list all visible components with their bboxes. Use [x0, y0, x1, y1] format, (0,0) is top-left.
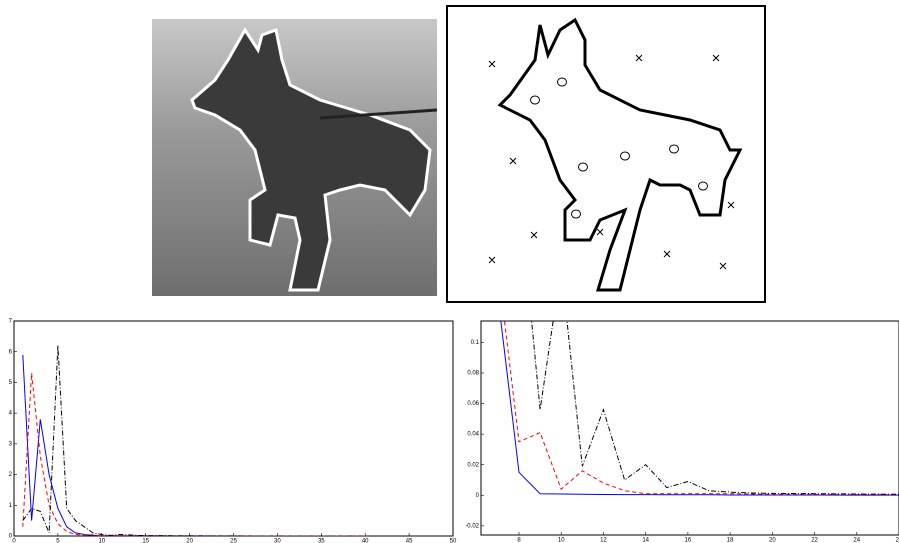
x-tick-label: 20	[186, 539, 193, 543]
plot-lines	[23, 346, 365, 536]
y-tick-label: 6	[9, 349, 13, 355]
x-tick-label: 25	[230, 539, 237, 543]
x-tick-label: 14	[642, 538, 649, 543]
y-tick-label: 0.04	[467, 432, 479, 438]
y-tick-label: 0	[476, 493, 480, 499]
sketch-panel	[447, 6, 765, 302]
x-tick-label: 24	[853, 538, 860, 543]
x-tick-label: 12	[600, 538, 607, 543]
plot-frame	[481, 321, 899, 535]
y-tick-label: 2	[9, 472, 13, 478]
dog-photo	[152, 19, 437, 296]
x-tick-label: 35	[318, 539, 325, 543]
figure: 0510152025303540455001234567810121416182…	[0, 0, 899, 543]
x-tick-label: 40	[362, 539, 369, 543]
y-tick-label: 0.1	[471, 340, 480, 346]
x-tick-label: 10	[558, 538, 565, 543]
x-tick-label: 45	[406, 539, 413, 543]
x-tick-label: 50	[450, 539, 457, 543]
y-tick-label: -0.02	[465, 523, 479, 529]
y-tick-label: 0.06	[467, 401, 479, 407]
y-tick-label: 4	[9, 411, 13, 417]
x-tick-label: 30	[274, 539, 281, 543]
y-tick-label: 3	[9, 441, 13, 447]
series-line	[23, 373, 365, 536]
x-tick-label: 15	[142, 539, 149, 543]
series-line	[23, 355, 365, 536]
x-tick-label: 26	[896, 538, 899, 543]
x-tick-label: 5	[56, 539, 60, 543]
x-tick-label: 22	[811, 538, 818, 543]
x-tick-label: 20	[769, 538, 776, 543]
series-line	[498, 297, 899, 496]
plot-frame	[14, 321, 453, 536]
x-tick-label: 0	[12, 539, 16, 543]
series-line	[23, 346, 365, 536]
y-tick-label: 1	[9, 503, 13, 509]
y-tick-label: 7	[9, 319, 13, 325]
y-tick-label: 5	[9, 380, 13, 386]
y-tick-label: 0.08	[467, 371, 479, 377]
x-tick-label: 8	[517, 538, 521, 543]
x-tick-label: 16	[685, 538, 692, 543]
y-tick-label: 0.02	[467, 462, 479, 468]
x-tick-label: 18	[727, 538, 734, 543]
x-tick-label: 10	[98, 539, 105, 543]
